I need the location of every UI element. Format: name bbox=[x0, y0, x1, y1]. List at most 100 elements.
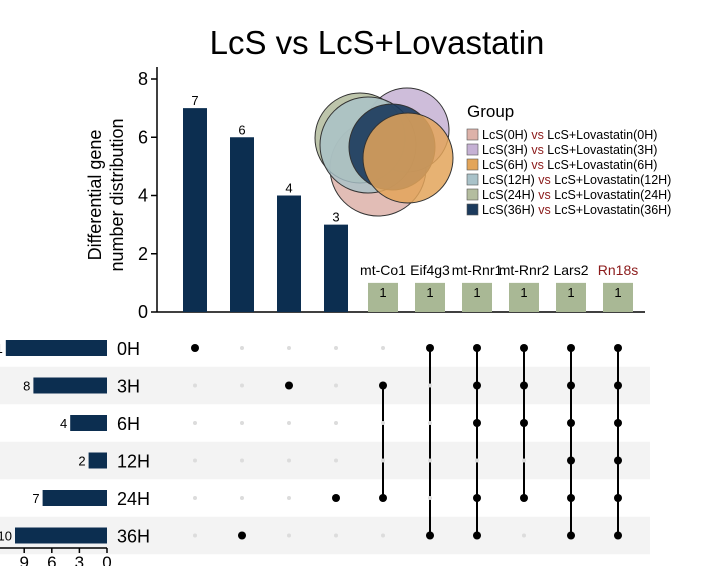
matrix-dot-7-6H bbox=[473, 419, 481, 427]
matrix-dot-3-24H bbox=[287, 496, 291, 500]
legend-entry-a: LcS(0H) bbox=[482, 128, 531, 142]
legend-swatch-6 bbox=[466, 203, 479, 216]
intersection-bar-3 bbox=[277, 195, 301, 312]
y-axis-label-line-2: number distribution bbox=[107, 118, 127, 271]
matrix-dot-6-12H bbox=[428, 458, 432, 463]
matrix-dot-6-36H bbox=[426, 531, 434, 540]
set-label-0H: 0H bbox=[117, 339, 140, 359]
legend-swatch-4 bbox=[466, 173, 479, 186]
intersection-bar-4 bbox=[324, 224, 348, 312]
legend-entry-vs: vs bbox=[538, 173, 551, 187]
legend-title: Group bbox=[467, 102, 514, 121]
matrix-dot-2-6H bbox=[240, 421, 244, 425]
gene-label-mt-Co1: mt-Co1 bbox=[360, 262, 406, 278]
set-size-bar-36H bbox=[15, 527, 107, 544]
matrix-dot-2-12H bbox=[240, 458, 244, 463]
set-label-12H: 12H bbox=[117, 452, 150, 472]
legend-entry-vs: vs bbox=[531, 128, 544, 142]
matrix-dot-5-6H bbox=[381, 421, 385, 425]
matrix-dot-10-24H bbox=[614, 494, 622, 502]
intersection-bar-6 bbox=[415, 282, 445, 312]
matrix-dot-7-36H bbox=[473, 531, 481, 540]
legend: Group LcS(0H) vs LcS+Lovastatin(0H)LcS(3… bbox=[466, 102, 671, 217]
set-size-value-12H: 2 bbox=[78, 454, 85, 469]
set-label-36H: 36H bbox=[117, 527, 150, 547]
matrix-dot-10-6H bbox=[614, 419, 622, 427]
legend-entry-4: LcS(12H) vs LcS+Lovastatin(12H) bbox=[482, 173, 671, 187]
legend-entry-6: LcS(36H) vs LcS+Lovastatin(36H) bbox=[482, 203, 671, 217]
gene-label-mt-Rnr1: mt-Rnr1 bbox=[452, 262, 503, 278]
intersection-bar-5 bbox=[368, 282, 398, 312]
matrix-stripe-36H bbox=[0, 516, 650, 555]
bar-value-label-8: 1 bbox=[520, 285, 527, 300]
y-tick-label-2: 2 bbox=[138, 244, 148, 264]
set-size-bar-0H bbox=[5, 340, 107, 356]
matrix-dot-4-36H bbox=[334, 533, 338, 538]
matrix-dot-5-12H bbox=[381, 458, 385, 463]
set-size-bar-6H bbox=[70, 415, 107, 431]
legend-entry-b: LcS+Lovastatin(3H) bbox=[544, 143, 658, 157]
matrix-dot-9-24H bbox=[567, 494, 575, 502]
legend-entry-b: LcS+Lovastatin(6H) bbox=[544, 158, 658, 172]
legend-entry-1: LcS(0H) vs LcS+Lovastatin(0H) bbox=[482, 128, 657, 142]
venn-circle-6H bbox=[362, 112, 454, 204]
matrix-dot-9-36H bbox=[567, 531, 575, 540]
matrix-dot-10-3H bbox=[614, 381, 622, 390]
legend-swatch-5 bbox=[466, 188, 479, 201]
matrix-dot-3-3H bbox=[285, 381, 293, 390]
matrix-dot-7-3H bbox=[473, 381, 481, 390]
matrix-dot-4-12H bbox=[334, 458, 338, 463]
y-axis-label-line-1: Differential gene bbox=[85, 130, 105, 261]
y-tick-label-4: 4 bbox=[138, 186, 148, 206]
intersection-bar-7 bbox=[462, 282, 492, 312]
matrix-dot-9-0H bbox=[567, 344, 575, 352]
legend-entry-vs: vs bbox=[538, 203, 551, 217]
set-size-tick-label-9: 9 bbox=[19, 553, 28, 566]
gene-label-Eif4g3: Eif4g3 bbox=[410, 262, 450, 278]
legend-entry-2: LcS(3H) vs LcS+Lovastatin(3H) bbox=[482, 143, 657, 157]
matrix-dot-9-6H bbox=[567, 419, 575, 427]
intersection-bar-8 bbox=[509, 282, 539, 312]
matrix-stripe-3H bbox=[0, 366, 650, 405]
bar-value-label-4: 3 bbox=[332, 210, 339, 225]
set-size-tick-label-0: 0 bbox=[102, 553, 111, 566]
legend-swatch-1 bbox=[466, 128, 479, 141]
matrix-dot-6-6H bbox=[428, 421, 432, 425]
matrix-dot-1-12H bbox=[193, 458, 197, 463]
matrix-dot-1-36H bbox=[193, 533, 197, 538]
set-size-bar-3H bbox=[33, 377, 107, 394]
set-size-bars: 11 0H 8 3H 4 6H 2 12H 7 24H 10 36H 9 6 3 0 bbox=[0, 339, 150, 566]
set-size-tick-label-3: 3 bbox=[75, 553, 84, 566]
matrix-dot-1-3H bbox=[193, 383, 197, 388]
set-size-value-0H: 11 bbox=[0, 341, 3, 356]
legend-entry-5: LcS(24H) vs LcS+Lovastatin(24H) bbox=[482, 188, 671, 202]
set-label-6H: 6H bbox=[117, 414, 140, 434]
matrix-dot-8-3H bbox=[520, 381, 528, 390]
matrix-dot-2-36H bbox=[238, 531, 246, 540]
intersection-bar-9 bbox=[556, 282, 586, 312]
bar-value-label-6: 1 bbox=[426, 285, 433, 300]
matrix-dot-5-3H bbox=[379, 381, 387, 390]
intersection-matrix bbox=[191, 344, 622, 540]
matrix-dot-9-12H bbox=[567, 456, 575, 465]
matrix-dot-8-6H bbox=[520, 419, 528, 427]
legend-entry-a: LcS(6H) bbox=[482, 158, 531, 172]
matrix-dot-2-3H bbox=[240, 383, 244, 388]
bar-value-label-7: 1 bbox=[473, 285, 480, 300]
matrix-dot-3-36H bbox=[287, 533, 291, 538]
matrix-dot-7-0H bbox=[473, 344, 481, 352]
gene-label-Lars2: Lars2 bbox=[553, 262, 588, 278]
matrix-dot-2-24H bbox=[240, 496, 244, 500]
matrix-dot-6-0H bbox=[426, 344, 434, 352]
gene-label-Rn18s: Rn18s bbox=[598, 262, 638, 278]
legend-swatch-2 bbox=[466, 143, 479, 156]
legend-entry-b: LcS+Lovastatin(24H) bbox=[551, 188, 672, 202]
matrix-dot-4-0H bbox=[334, 346, 338, 350]
legend-entry-a: LcS(12H) bbox=[482, 173, 538, 187]
matrix-dot-6-3H bbox=[428, 383, 432, 388]
matrix-dot-6-24H bbox=[428, 496, 432, 500]
bar-value-label-1: 7 bbox=[191, 93, 198, 108]
matrix-dot-8-12H bbox=[522, 458, 526, 463]
matrix-dot-5-36H bbox=[381, 533, 385, 538]
